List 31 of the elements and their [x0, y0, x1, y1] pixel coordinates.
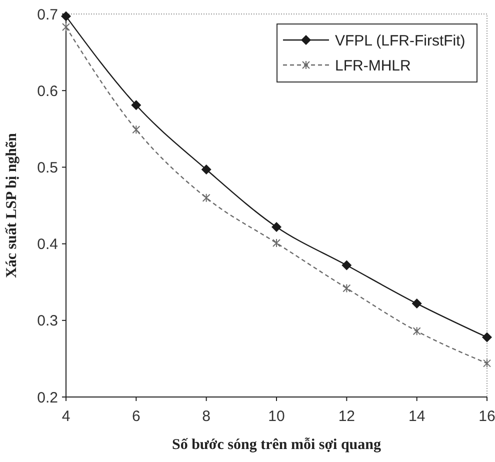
x-tick-label: 14	[408, 408, 426, 425]
point	[132, 125, 140, 134]
x-tick-label: 6	[132, 408, 140, 425]
point	[412, 298, 422, 309]
y-axis-title: Xác suất LSP bị nghẽn	[4, 132, 20, 278]
point	[483, 358, 491, 368]
y-tick-label: 0.5	[37, 159, 58, 176]
legend-label: LFR-MHLR	[335, 57, 411, 74]
point	[62, 22, 70, 32]
point	[412, 326, 421, 336]
y-tick-label: 0.3	[37, 312, 58, 330]
legend-label: VFPL (LFR-FirstFit)	[335, 32, 466, 50]
y-tick-label: 0.7	[37, 6, 58, 24]
point	[272, 222, 282, 232]
point	[61, 11, 71, 22]
x-tick-label: 8	[202, 408, 211, 425]
y-tick-label: 0.4	[37, 236, 58, 254]
point	[202, 193, 210, 202]
point	[342, 284, 351, 293]
point	[131, 100, 142, 110]
point	[342, 260, 352, 270]
point	[201, 164, 212, 174]
y-tick-label: 0.2	[37, 389, 58, 406]
y-tick-label: 0.6	[37, 82, 58, 100]
point	[272, 238, 280, 248]
x-tick-label: 16	[478, 408, 495, 425]
x-tick-label: 12	[338, 408, 356, 425]
x-tick-label: 4	[62, 408, 70, 425]
x-axis-title: Số bước sóng trên mỗi sợi quang	[172, 437, 382, 453]
point	[482, 332, 492, 342]
x-tick-label: 10	[268, 408, 285, 425]
